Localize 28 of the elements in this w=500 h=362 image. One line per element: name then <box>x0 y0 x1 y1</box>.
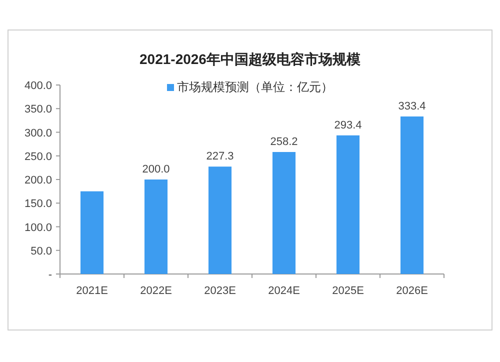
bar <box>400 116 424 274</box>
x-tick-label: 2026E <box>396 285 428 297</box>
data-label: 293.4 <box>334 119 362 132</box>
bar <box>144 180 168 274</box>
x-tick-label: 2024E <box>268 285 300 297</box>
y-tick-label: 100.0 <box>24 222 52 234</box>
y-tick-label: - <box>48 269 52 281</box>
data-label: 227.3 <box>206 150 234 163</box>
y-tick-label: 350.0 <box>24 104 52 116</box>
y-tick-label: 50.0 <box>30 245 52 258</box>
y-tick-label: 300.0 <box>24 127 52 140</box>
y-tick-label: 200.0 <box>24 174 52 186</box>
bar <box>336 135 360 274</box>
bar <box>80 191 104 274</box>
y-tick-label: 150.0 <box>24 198 52 210</box>
legend-label: 市场规模预测（单位：亿元） <box>177 80 333 94</box>
data-label: 200.0 <box>142 164 170 176</box>
bar <box>272 152 296 274</box>
data-label: 258.2 <box>270 136 298 148</box>
y-tick-label: 400.0 <box>24 80 52 92</box>
bar <box>208 166 232 274</box>
x-tick-label: 2022E <box>140 285 172 297</box>
data-label: 333.4 <box>398 100 426 112</box>
y-tick-label: 250.0 <box>24 150 52 163</box>
x-tick-label: 2025E <box>332 285 364 297</box>
x-tick-label: 2021E <box>76 285 108 297</box>
chart-title: 2021-2026年中国超级电容市场规模 <box>140 51 362 67</box>
x-tick-label: 2023E <box>204 285 236 297</box>
